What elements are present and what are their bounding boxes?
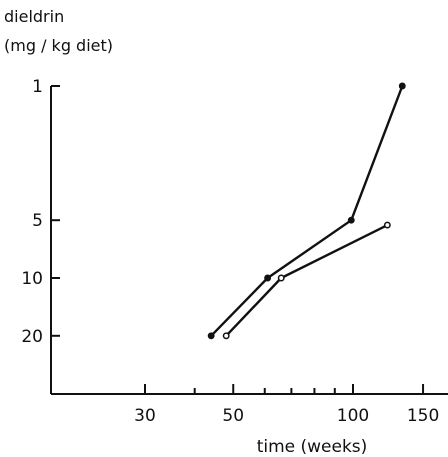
x-axis-title: time (weeks) [257, 437, 368, 457]
x-ticks: 30 50 100 150 [134, 384, 439, 426]
x-tick-label: 30 [134, 406, 156, 426]
x-tick-label: 150 [407, 406, 439, 426]
series-1-point [264, 274, 272, 282]
series-2-point [383, 221, 391, 229]
series-1-point [347, 216, 355, 224]
y-axis-title-line2: (mg / kg diet) [4, 36, 113, 55]
series-1-point [207, 332, 215, 340]
y-tick-label: 5 [32, 211, 43, 231]
y-tick-label: 1 [32, 77, 43, 97]
series-2-line [225, 224, 388, 337]
y-tick-label: 20 [21, 327, 43, 347]
series-1-line [210, 85, 404, 337]
series-2-point [277, 274, 285, 282]
series-1-point [398, 82, 406, 90]
y-axis-title-line1: dieldrin [4, 7, 64, 26]
x-tick-label: 100 [337, 406, 369, 426]
series-layer [207, 82, 406, 340]
y-tick-label: 10 [21, 269, 43, 289]
series-2-point [222, 332, 230, 340]
x-tick-label: 50 [222, 406, 244, 426]
y-ticks: 1 5 10 20 [21, 77, 60, 347]
